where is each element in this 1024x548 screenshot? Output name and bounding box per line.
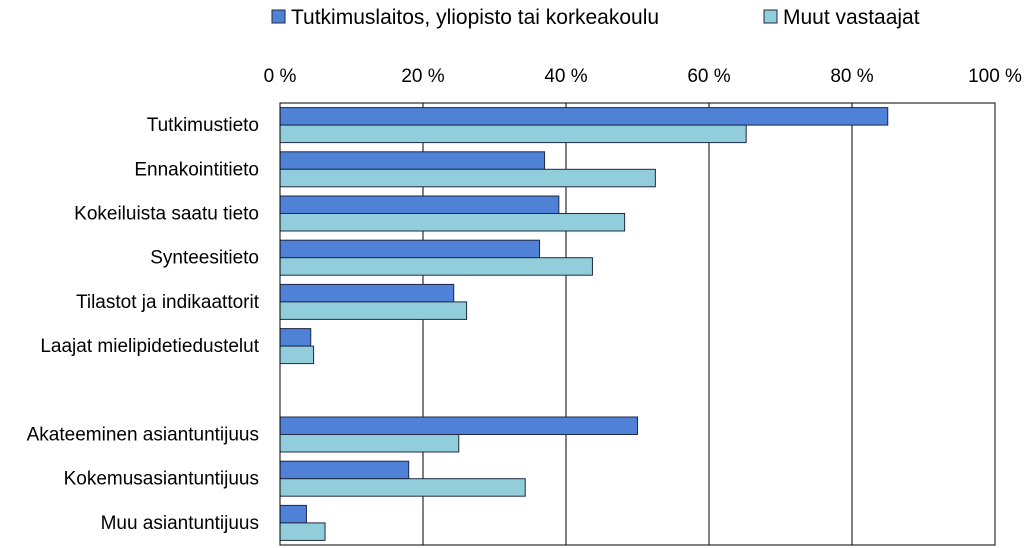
category-label-tutkimustieto: Tutkimustieto: [147, 115, 259, 136]
bar-laajat-mielipidetiedustelut-series-2: [279, 345, 315, 365]
tick-label-80: 80 %: [830, 66, 873, 87]
bar-muu-asiantuntijuus-series-2: [279, 522, 326, 541]
legend-swatch-other-respondents: [763, 9, 778, 24]
bar-akateeminen-asiantuntijuus-series-1: [279, 416, 638, 435]
bar-kokeiluista-saatu-tieto-series-2: [279, 213, 626, 232]
bar-tilastot-ja-indikaattorit-series-1: [279, 283, 455, 303]
bar-akateeminen-asiantuntijuus-series-2: [279, 434, 460, 453]
tick-label-40: 40 %: [544, 66, 587, 87]
legend-label-research-institutions: Tutkimuslaitos, yliopisto tai korkeakoul…: [291, 6, 659, 29]
category-label-tilastot-ja-indikaattorit: Tilastot ja indikaattorit: [76, 292, 260, 313]
tick-label-60: 60 %: [687, 66, 730, 87]
category-labels: Tutkimustieto Ennakointitieto Kokeiluista …: [27, 115, 260, 534]
bar-kokeiluista-saatu-tieto-series-1: [279, 195, 560, 214]
legend: Tutkimuslaitos, yliopisto tai korkeakoul…: [271, 6, 920, 29]
category-label-laajat-mielipidetiedustelut: Laajat mielipidetiedustelut: [40, 336, 259, 357]
bar-tutkimustieto-series-2: [279, 124, 747, 144]
bar-laajat-mielipidetiedustelut-series-1: [279, 328, 312, 347]
bar-kokemusasiantuntijuus-series-2: [279, 478, 526, 497]
bar-tilastot-ja-indikaattorit-series-2: [279, 301, 468, 320]
plot-area-border: [279, 102, 996, 546]
category-label-akateeminen-asiantuntijuus: Akateeminen asiantuntijuus: [27, 425, 259, 446]
tick-label-20: 20 %: [401, 66, 444, 87]
bar-ennakointitieto-series-1: [279, 151, 546, 170]
tick-label-0: 0 %: [264, 66, 297, 87]
bar-synteesitieto-series-1: [279, 239, 541, 259]
bar-synteesitieto-series-2: [279, 257, 593, 276]
category-label-kokemusasiantuntijuus: Kokemusasiantuntijuus: [64, 469, 259, 490]
category-label-muu-asiantuntijuus: Muu asiantuntijuus: [101, 513, 259, 534]
bar-muu-asiantuntijuus-series-1: [279, 504, 307, 524]
category-label-kokeiluista-saatu-tieto: Kokeiluista saatu tieto: [74, 204, 259, 225]
legend-label-other-respondents: Muut vastaajat: [783, 6, 920, 29]
bars: [279, 107, 889, 541]
x-axis-tick-labels: 0 % 20 % 40 % 60 % 80 % 100 %: [264, 66, 1022, 87]
bar-ennakointitieto-series-2: [279, 168, 656, 188]
legend-swatch-research-institutions: [271, 9, 286, 24]
category-label-synteesitieto: Synteesitieto: [150, 248, 259, 269]
bar-kokemusasiantuntijuus-series-1: [279, 460, 410, 480]
category-label-ennakointitieto: Ennakointitieto: [134, 159, 259, 180]
tick-label-100: 100 %: [968, 66, 1022, 87]
bar-tutkimustieto-series-1: [279, 107, 889, 126]
